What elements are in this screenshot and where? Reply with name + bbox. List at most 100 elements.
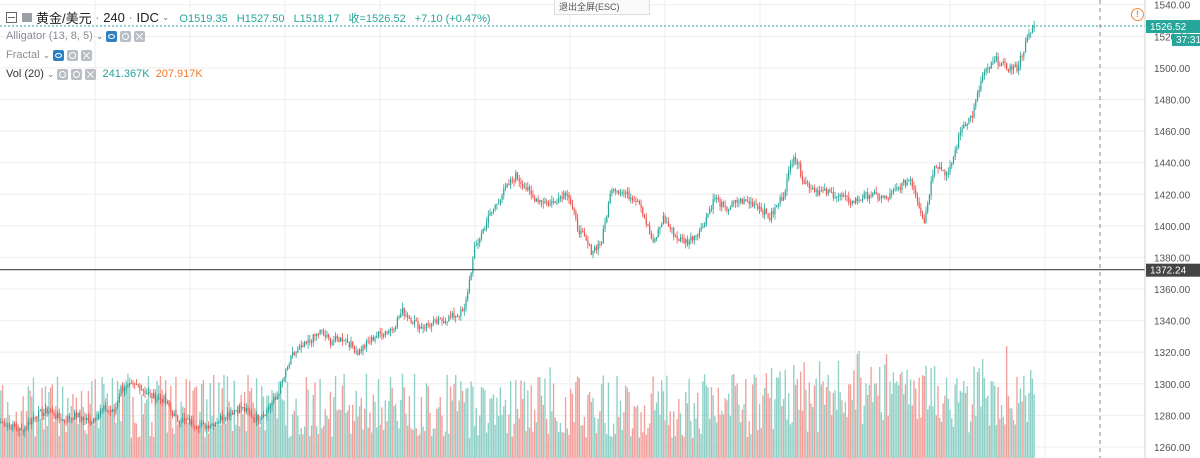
volume-bar xyxy=(142,414,145,458)
candle-body xyxy=(130,383,132,385)
gear-icon[interactable] xyxy=(120,30,132,42)
candle-body xyxy=(843,196,845,198)
volume-bar xyxy=(815,378,817,458)
candle-body xyxy=(274,398,277,400)
close-icon[interactable] xyxy=(85,68,97,80)
volume-bar xyxy=(832,393,835,458)
volume-bar xyxy=(317,433,320,458)
volume-bar xyxy=(453,384,455,458)
fractal-label[interactable]: Fractal xyxy=(6,49,40,61)
interval-label[interactable]: 240 xyxy=(103,10,125,25)
volume-bar xyxy=(573,422,575,458)
candle-body xyxy=(94,418,96,421)
volume-bar xyxy=(19,432,21,458)
candle-body xyxy=(817,189,819,195)
volume-label[interactable]: Vol (20) xyxy=(6,68,44,80)
eye-icon[interactable] xyxy=(53,49,65,61)
chevron-down-icon[interactable]: ⌄ xyxy=(42,49,51,60)
volume-bar xyxy=(908,404,910,458)
volume-bar xyxy=(242,413,244,458)
volume-bar xyxy=(393,405,395,458)
candle-body xyxy=(716,197,718,199)
candle-body xyxy=(147,392,150,394)
collapse-icon[interactable] xyxy=(6,12,17,23)
volume-bar xyxy=(952,426,955,458)
candle-body xyxy=(235,410,237,412)
candle-body xyxy=(99,410,102,415)
volume-bar xyxy=(878,366,881,458)
candle-body xyxy=(266,408,268,416)
candle-body xyxy=(654,238,656,242)
volume-bar xyxy=(714,416,716,458)
volume-bar xyxy=(966,386,968,458)
candle-body xyxy=(764,208,766,215)
volume-bar xyxy=(508,414,510,458)
volume-bar xyxy=(753,374,756,458)
volume-legend[interactable]: Vol (20) ⌄ 241.367K 207.917K xyxy=(6,68,203,80)
candle-body xyxy=(818,190,821,195)
volume-bar xyxy=(386,421,388,458)
exit-fullscreen-button[interactable]: 退出全屏(ESC) xyxy=(554,0,650,15)
candle-body xyxy=(539,200,541,203)
volume-bar xyxy=(863,405,865,458)
volume-bar xyxy=(343,373,345,458)
volume-bar xyxy=(561,432,563,458)
volume-bar xyxy=(135,423,138,458)
warning-icon[interactable]: ! xyxy=(1131,8,1144,21)
candle-body xyxy=(697,235,699,237)
chevron-down-icon[interactable]: ⌄ xyxy=(95,30,104,41)
eye-icon[interactable] xyxy=(57,68,69,80)
candle-body xyxy=(576,218,579,231)
candle-body xyxy=(189,418,191,424)
candle-body xyxy=(836,196,838,198)
volume-bar xyxy=(116,380,119,458)
volume-bar xyxy=(101,376,103,458)
volume-bar xyxy=(817,431,819,458)
candle-body xyxy=(125,385,127,390)
volume-bar xyxy=(957,402,960,458)
gear-icon[interactable] xyxy=(71,68,83,80)
price-axis[interactable]: 1260.00 1280.00 1300.00 1320.00 1340.00 1360.… xyxy=(1154,1,1191,454)
separator-dot: · xyxy=(91,10,104,25)
gear-icon[interactable] xyxy=(67,49,79,61)
volume-bar xyxy=(340,409,342,458)
volume-bar xyxy=(444,431,447,458)
candle-body xyxy=(594,247,596,252)
volume-bar xyxy=(1028,392,1030,458)
candle-body xyxy=(280,383,282,394)
candle-body xyxy=(170,406,172,411)
volume-bar xyxy=(436,408,438,458)
candle-body xyxy=(53,411,55,416)
candle-body xyxy=(328,334,330,338)
volume-bar xyxy=(89,404,91,458)
candle-body xyxy=(362,345,364,352)
candle-body xyxy=(667,222,670,227)
volume-bar xyxy=(731,374,733,458)
alligator-label[interactable]: Alligator (13, 8, 5) xyxy=(6,30,93,42)
close-icon[interactable] xyxy=(81,49,93,61)
eye-icon[interactable] xyxy=(106,30,118,42)
volume-bar xyxy=(5,417,7,458)
volume-bar xyxy=(544,378,546,458)
volume-bar xyxy=(607,382,610,458)
volume-bar xyxy=(482,387,484,458)
symbol-name[interactable]: 黄金/美元 xyxy=(36,11,92,26)
close-icon[interactable] xyxy=(134,30,146,42)
chevron-down-icon[interactable]: ⌄ xyxy=(46,68,55,79)
candle-body xyxy=(566,194,568,196)
volume-bar xyxy=(760,427,762,458)
candle-body xyxy=(643,214,646,218)
candle-body xyxy=(371,336,373,342)
volume-bar xyxy=(422,426,424,458)
chevron-down-icon[interactable]: ⌄ xyxy=(161,12,170,22)
candle-body xyxy=(540,200,543,203)
volume-bar xyxy=(552,383,555,458)
alligator-legend[interactable]: Alligator (13, 8, 5) ⌄ xyxy=(6,30,146,42)
volume-bar xyxy=(44,386,47,458)
candle-body xyxy=(503,188,505,196)
volume-bar xyxy=(602,375,605,458)
fractal-legend[interactable]: Fractal ⌄ xyxy=(6,49,93,61)
candle-body xyxy=(772,211,774,215)
candle-body xyxy=(482,229,484,234)
